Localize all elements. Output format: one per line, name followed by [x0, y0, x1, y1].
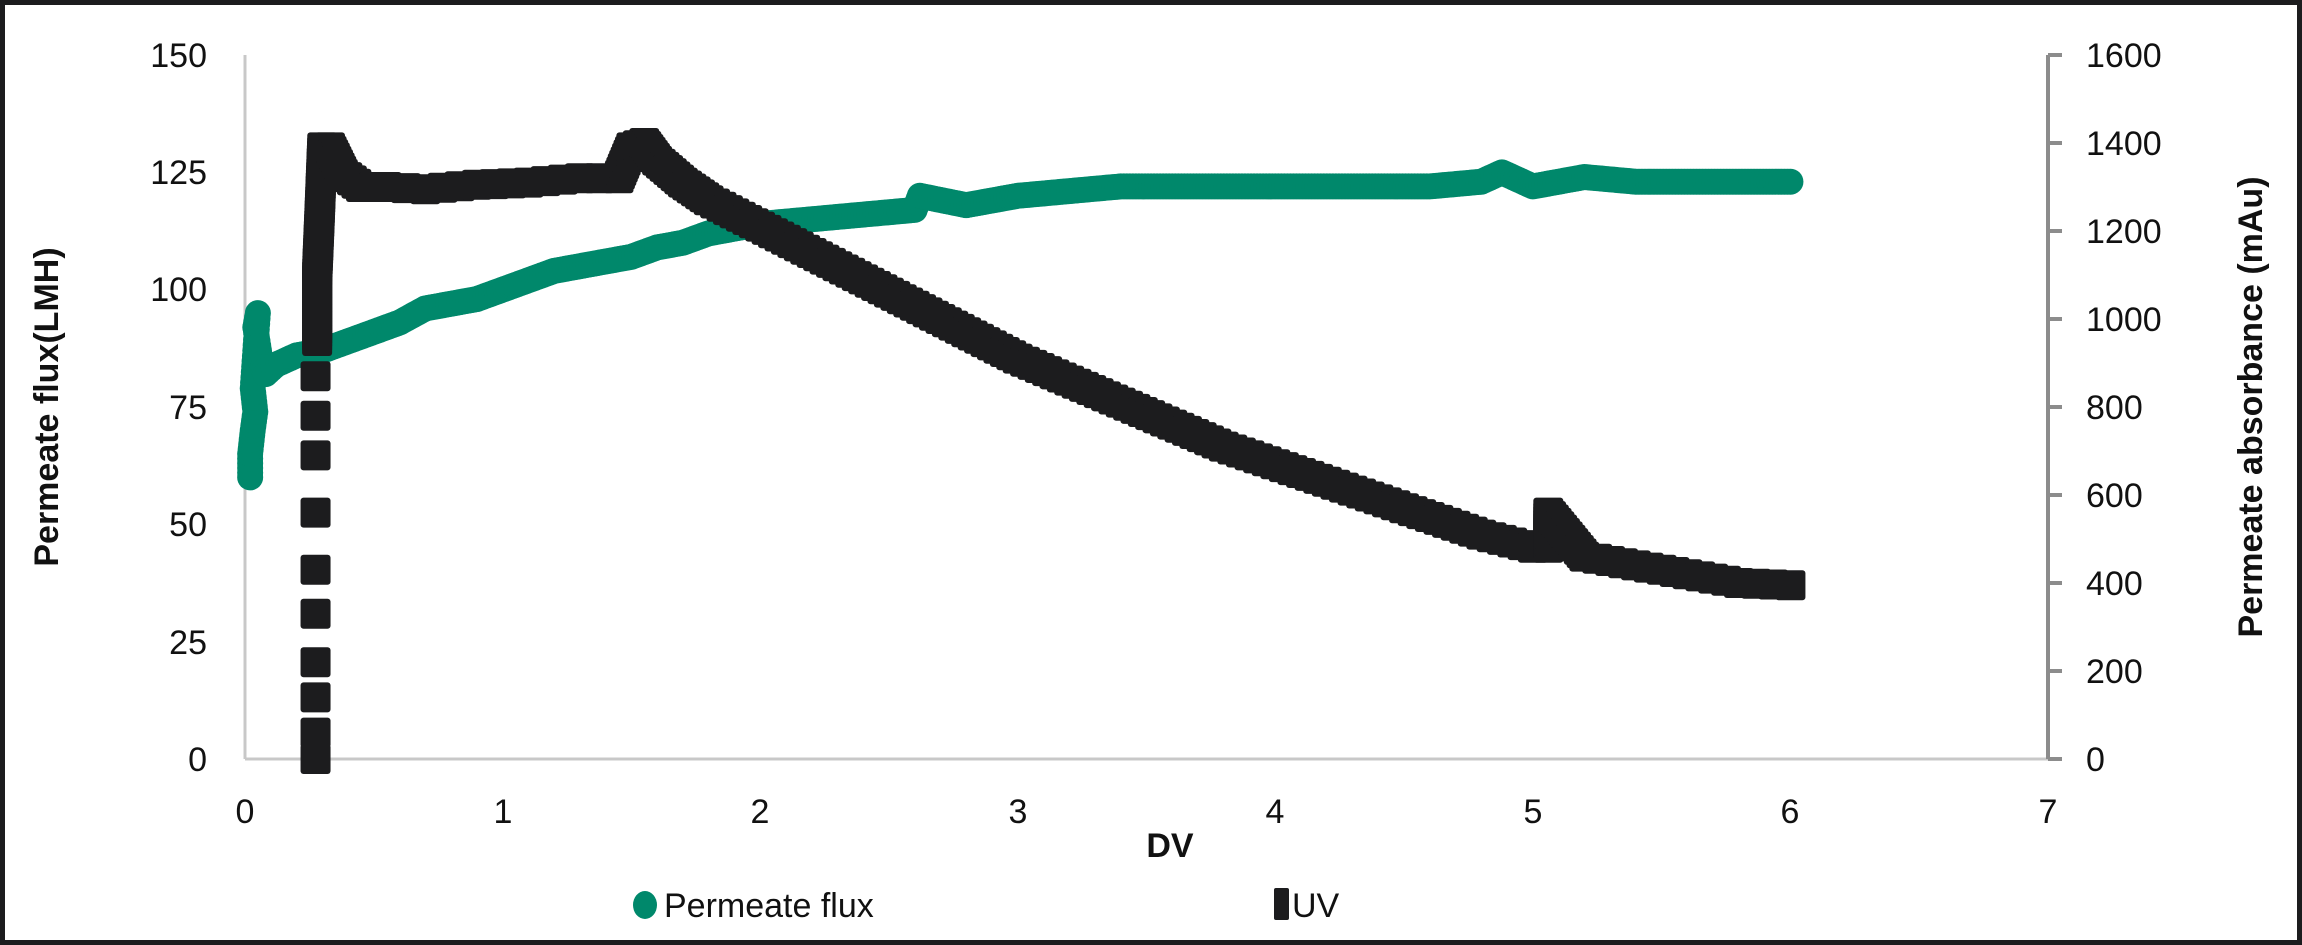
y-tick-25: 25 — [169, 624, 207, 662]
x-tick-7: 7 — [2039, 793, 2058, 831]
right-y-tick-labels: 0 200 400 600 800 1000 1200 1400 1600 — [2086, 37, 2162, 779]
x-tick-0: 0 — [236, 793, 255, 831]
legend-label-uv: UV — [1292, 887, 1340, 925]
y2-tick-0: 0 — [2086, 741, 2105, 779]
x-tick-labels: 0 1 2 3 4 5 6 7 — [236, 793, 2058, 831]
legend-item-uv[interactable]: UV — [1274, 887, 1340, 925]
y2-tick-400: 400 — [2086, 565, 2143, 603]
y-tick-150: 150 — [150, 37, 207, 75]
legend-item-permeate-flux[interactable]: Permeate flux — [633, 887, 874, 925]
square-marker-icon — [1274, 888, 1289, 920]
right-y-axis-title: Permeate absorbance (mAu) — [2232, 176, 2270, 637]
permeate-flux-series — [237, 159, 1804, 491]
x-tick-5: 5 — [1524, 793, 1543, 831]
y2-tick-200: 200 — [2086, 653, 2143, 691]
plot-area — [237, 53, 2062, 774]
y2-tick-600: 600 — [2086, 477, 2143, 515]
right-axis-tick-marks — [2048, 53, 2062, 761]
legend-label-permeate-flux: Permeate flux — [664, 887, 874, 925]
x-tick-1: 1 — [494, 793, 513, 831]
y2-tick-1400: 1400 — [2086, 125, 2162, 163]
x-tick-3: 3 — [1009, 793, 1028, 831]
circle-marker-icon — [633, 891, 657, 919]
x-axis-title: DV — [1146, 827, 1194, 865]
legend: Permeate flux UV — [633, 887, 1340, 925]
x-tick-6: 6 — [1781, 793, 1800, 831]
y-tick-125: 125 — [150, 154, 207, 192]
y2-tick-1000: 1000 — [2086, 301, 2162, 339]
y-tick-75: 75 — [169, 389, 207, 427]
left-y-tick-labels: 0 25 50 75 100 125 150 — [150, 37, 207, 779]
uv-series — [300, 128, 1806, 774]
y-tick-100: 100 — [150, 271, 207, 309]
left-y-axis-title: Permeate flux(LMH) — [28, 247, 66, 566]
y2-tick-1200: 1200 — [2086, 213, 2162, 251]
x-tick-4: 4 — [1266, 793, 1285, 831]
x-tick-2: 2 — [751, 793, 770, 831]
y2-tick-1600: 1600 — [2086, 37, 2162, 75]
y-tick-0: 0 — [188, 741, 207, 779]
y-tick-50: 50 — [169, 506, 207, 544]
y2-tick-800: 800 — [2086, 389, 2143, 427]
